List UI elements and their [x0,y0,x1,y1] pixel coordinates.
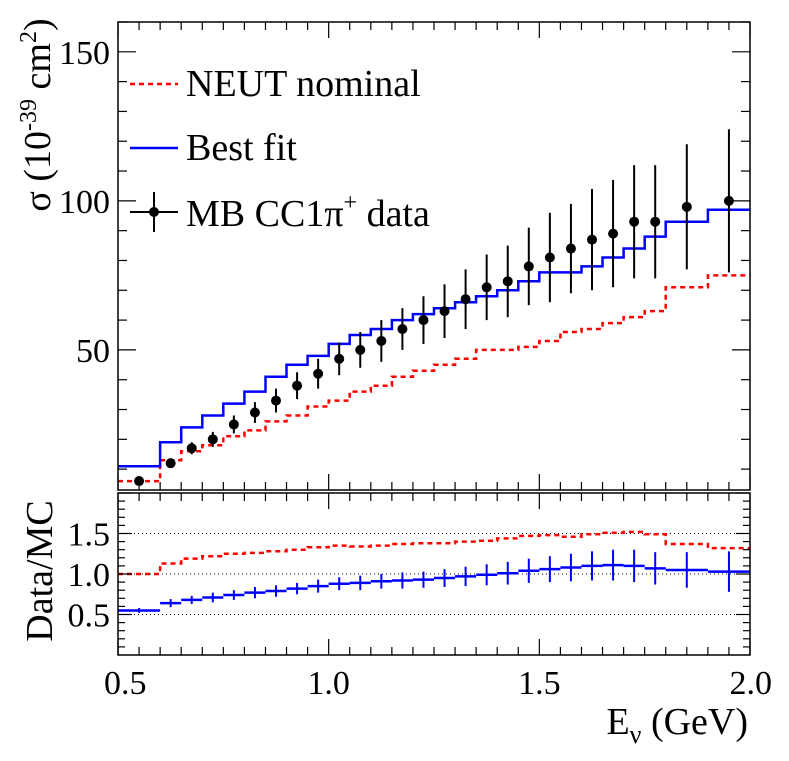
legend-data-label-sup: + [344,190,358,216]
ratio-y-tick-label: 0.5 [68,598,111,635]
data-point [565,243,576,254]
data-point [418,315,429,326]
legend-data-label-tail: data [357,193,430,235]
upper-y-title-close: ) [17,18,59,31]
x-title-main: E [606,701,629,743]
upper-y-title-unit-exponent: 2 [16,31,42,43]
data-point [165,458,176,469]
data-point [629,216,640,227]
upper-y-tick-label: 50 [76,333,110,370]
data-point [523,261,534,272]
ratio-neut-line [118,530,750,576]
series-neut-nominal-line [118,274,750,483]
legend: NEUT nominal Best fit MB CC1π+ data [130,63,430,235]
ratio-panel: 0.51.01.5 0.5 1.0 1.5 2.0 Data/MC Eν (GeV) [19,492,773,749]
legend-data-label: MB CC1π+ data [186,190,430,235]
data-point [681,201,692,212]
legend-data-swatch-marker [149,207,159,217]
data-point [502,276,513,287]
cross-section-panel: 50 100 150 σ (10-39 cm2) NEUT nominal Best… [16,18,751,491]
data-point [186,443,197,454]
data-point [313,368,324,379]
upper-y-title-main: σ (10 [17,131,59,212]
ratio-y-tick-label: 1.5 [68,517,111,554]
ratio-y-tick-label: 1.0 [68,557,111,594]
data-point [650,216,661,227]
data-point [271,395,281,406]
x-title-unit: (GeV) [641,701,748,743]
x-tick-label: 1.5 [518,665,561,702]
upper-y-tick-label: 100 [59,184,110,221]
data-point [228,419,239,430]
x-title-subscript: ν [630,720,642,749]
legend-neut-label: NEUT nominal [186,63,421,105]
data-point [544,252,555,263]
upper-y-title-exponent: -39 [16,99,42,131]
data-point [723,195,734,206]
data-point [355,344,366,355]
data-point [397,324,408,335]
data-point [460,294,471,305]
x-tick-label: 0.5 [104,665,147,702]
data-point [481,282,492,293]
data-point [587,234,597,245]
data-point [249,407,260,418]
x-tick-label: 1.0 [307,665,350,702]
data-point [207,434,218,445]
upper-y-title-unit: cm [17,43,59,99]
upper-y-tick-label: 150 [59,35,110,72]
upper-y-axis-title: σ (10-39 cm2) [16,18,59,211]
x-axis-title: Eν (GeV) [606,701,748,749]
data-point [376,335,387,346]
ratio-y-axis-title: Data/MC [19,500,61,641]
data-point [334,353,345,364]
data-point [292,380,303,391]
data-point [134,476,145,487]
legend-bestfit-label: Best fit [186,127,297,169]
data-point [439,306,450,317]
legend-data-label-main: MB CC1π [186,193,344,235]
series-best-fit-line [118,208,750,468]
data-point [608,228,619,239]
x-tick-label: 2.0 [730,665,773,702]
